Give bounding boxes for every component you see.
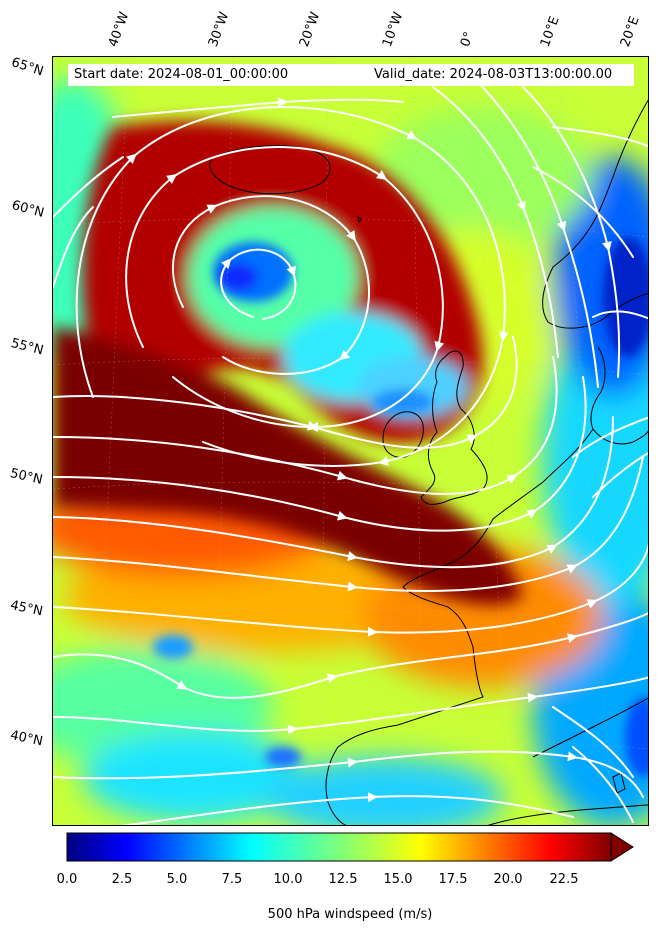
streamlines bbox=[53, 76, 648, 825]
streamline-se-1 bbox=[552, 706, 634, 778]
streamline-south-4 bbox=[53, 676, 648, 735]
windspeed-map bbox=[53, 57, 648, 825]
colorbar-tick-6: 15.0 bbox=[383, 872, 413, 887]
streamline-e-1 bbox=[572, 416, 648, 458]
colorbar-tick-0: 0.0 bbox=[56, 872, 78, 887]
colorbar-tick-4: 10.0 bbox=[273, 872, 303, 887]
streamline-ne-4 bbox=[532, 166, 634, 258]
streamline-w-1 bbox=[53, 156, 124, 218]
streamline-south-6 bbox=[120, 792, 574, 825]
colorbar-tick-5: 12.5 bbox=[328, 872, 358, 887]
lon-label-20w: 20°W bbox=[296, 10, 324, 49]
colorbar bbox=[66, 832, 634, 862]
colorbar-extend-arrow bbox=[610, 832, 634, 862]
colorbar-tick-2: 5.0 bbox=[166, 872, 188, 887]
streamline-jet-2 bbox=[53, 356, 558, 495]
lon-label-10w: 10°W bbox=[379, 10, 407, 49]
lon-label-10e: 10°E bbox=[537, 14, 563, 50]
lat-label-50n: 50°N bbox=[8, 466, 44, 488]
info-bar bbox=[68, 64, 634, 86]
streamline-jet-1 bbox=[53, 336, 518, 449]
lat-label-65n: 65°N bbox=[9, 55, 46, 80]
streamline-south-2 bbox=[53, 543, 648, 637]
streamline-south-5 bbox=[53, 750, 644, 798]
colorbar-label: 500 hPa windspeed (m/s) bbox=[267, 907, 433, 922]
map-panel bbox=[52, 56, 649, 826]
lat-label-55n: 55°N bbox=[9, 336, 45, 359]
colorbar-tick-1: 2.5 bbox=[111, 872, 133, 887]
lon-label-30w: 30°W bbox=[205, 10, 233, 49]
streamline-w-2 bbox=[53, 206, 94, 288]
colorbar-tick-9: 22.5 bbox=[549, 872, 579, 887]
colorbar-gradient bbox=[66, 832, 612, 862]
streamline-ring-4 bbox=[75, 106, 509, 467]
valid-date-label: Valid_date: 2024-08-03T13:00:00.00 bbox=[374, 67, 613, 82]
streamline-e-2 bbox=[592, 452, 648, 498]
lon-label-40w: 40°W bbox=[105, 10, 133, 49]
start-date-label: Start date: 2024-08-01_00:00:00 bbox=[74, 67, 289, 82]
lon-label-0: 0° bbox=[457, 29, 478, 49]
streamline-ne-3 bbox=[522, 86, 621, 378]
colorbar-tick-8: 20.0 bbox=[493, 872, 523, 887]
lat-label-60n: 60°N bbox=[10, 198, 46, 221]
streamline-south-1 bbox=[53, 456, 644, 592]
streamline-se-2 bbox=[572, 746, 634, 823]
colorbar-tick-3: 7.5 bbox=[221, 872, 243, 887]
streamline-ne-1 bbox=[432, 86, 559, 358]
streamline-n-1 bbox=[112, 97, 404, 118]
colorbar-tick-7: 17.5 bbox=[438, 872, 468, 887]
streamline-ne-2 bbox=[472, 76, 599, 388]
lon-label-20e: 20°E bbox=[617, 14, 643, 50]
streamline-jet-3 bbox=[53, 376, 587, 532]
streamline-ne-6 bbox=[592, 310, 648, 320]
streamline-ne-5 bbox=[552, 126, 648, 148]
streamline-south-3 bbox=[53, 612, 648, 699]
lat-label-45n: 45°N bbox=[8, 598, 45, 620]
lat-label-40n: 40°N bbox=[8, 728, 45, 750]
